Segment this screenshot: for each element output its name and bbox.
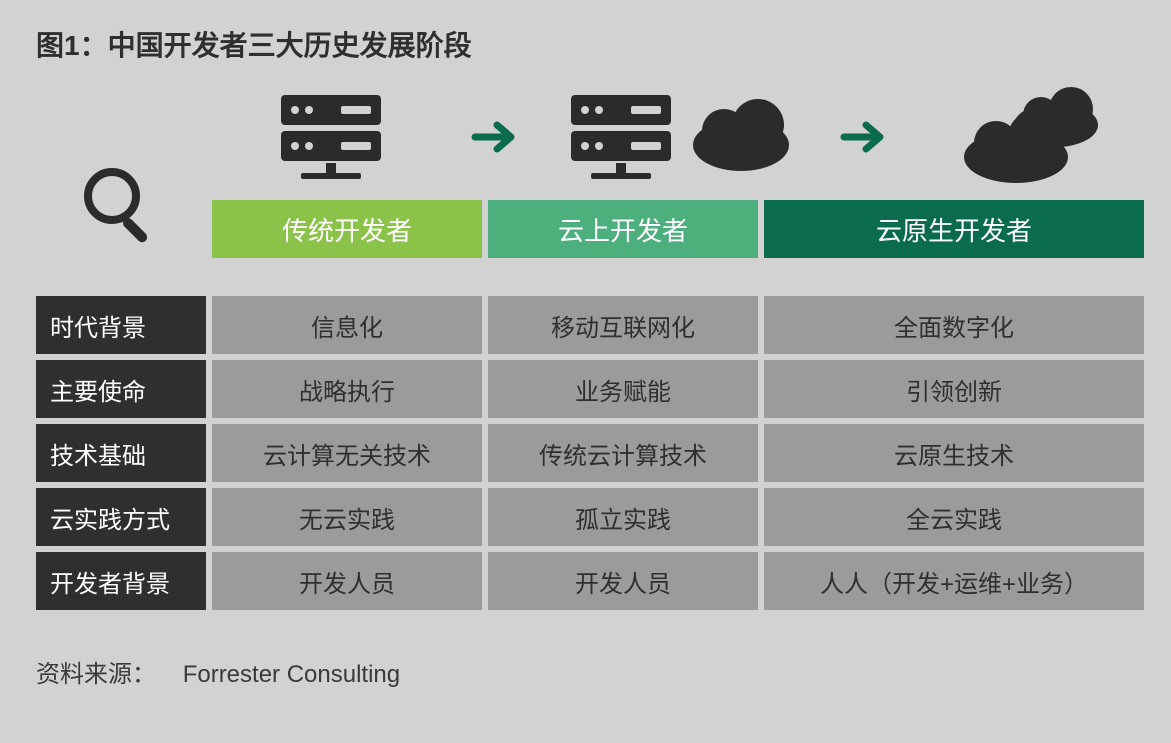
source-line: 资料来源： Forrester Consulting: [36, 654, 1135, 689]
table-cell: 全云实践: [764, 488, 1144, 546]
column-header-2: 云上开发者: [488, 200, 758, 258]
magnifier-icon: [76, 160, 166, 250]
table-corner: [36, 160, 206, 250]
column-header-1: 传统开发者: [212, 200, 482, 258]
row-header: 云实践方式: [36, 488, 206, 546]
figure-title: 图1：中国开发者三大历史发展阶段: [36, 24, 1135, 64]
table-cell: 战略执行: [212, 360, 482, 418]
row-header: 开发者背景: [36, 552, 206, 610]
table-cell: 开发人员: [212, 552, 482, 610]
server-cloud-icon: [566, 87, 796, 187]
table-cell: 开发人员: [488, 552, 758, 610]
table-cell: 孤立实践: [488, 488, 758, 546]
stage-icons-row: [226, 82, 1135, 192]
table-cell: 全面数字化: [764, 296, 1144, 354]
table-cell: 无云实践: [212, 488, 482, 546]
table-cell: 云计算无关技术: [212, 424, 482, 482]
comparison-table: 传统开发者 云上开发者 云原生开发者 时代背景 信息化 移动互联网化 全面数字化…: [36, 200, 1132, 610]
table-cell: 传统云计算技术: [488, 424, 758, 482]
row-header: 技术基础: [36, 424, 206, 482]
table-cell: 人人（开发+运维+业务）: [764, 552, 1144, 610]
stage1-icon-slot: [226, 87, 435, 187]
stage2-icon-slot: [557, 87, 804, 187]
row-header: 主要使命: [36, 360, 206, 418]
table-cell: 业务赋能: [488, 360, 758, 418]
stage3-icon-slot: [926, 87, 1135, 187]
arrow1-slot: [471, 117, 521, 157]
table-cell: 引领创新: [764, 360, 1144, 418]
arrow-right-icon: [471, 117, 521, 157]
table-cell: 信息化: [212, 296, 482, 354]
table-cell: 移动互联网化: [488, 296, 758, 354]
source-label: 资料来源：: [36, 661, 156, 688]
column-header-3: 云原生开发者: [764, 200, 1144, 258]
arrow-right-icon: [840, 117, 890, 157]
server-icon: [271, 87, 391, 187]
table-cell: 云原生技术: [764, 424, 1144, 482]
source-value: Forrester Consulting: [183, 661, 400, 688]
double-cloud-icon: [946, 87, 1116, 187]
row-header: 时代背景: [36, 296, 206, 354]
arrow2-slot: [840, 117, 890, 157]
